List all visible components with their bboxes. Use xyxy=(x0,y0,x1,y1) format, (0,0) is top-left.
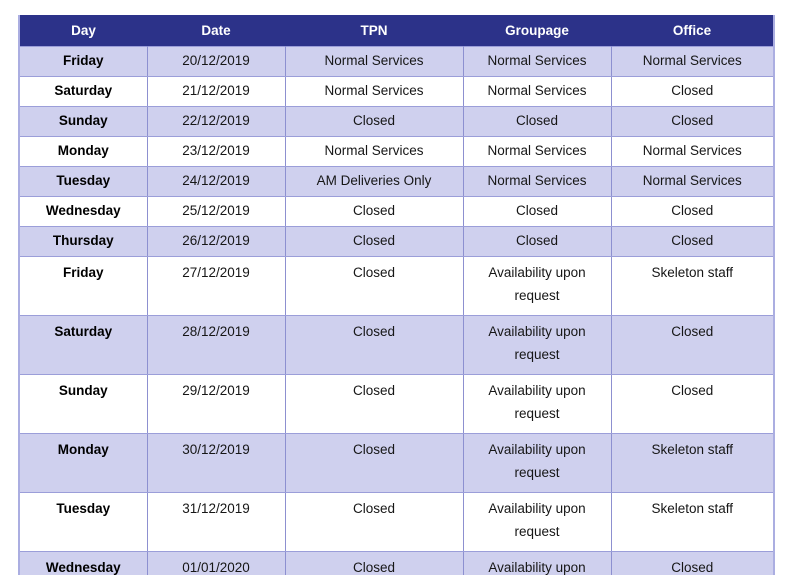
table-row: Thursday 26/12/2019 Closed Closed Closed xyxy=(19,226,774,257)
cell-date: 26/12/2019 xyxy=(146,226,286,257)
cell-date: 28/12/2019 xyxy=(146,315,286,375)
cell-groupage: Availability upon request xyxy=(462,551,612,575)
table-row: Friday 20/12/2019 Normal Services Normal Se… xyxy=(19,46,774,77)
cell-tpn: Closed xyxy=(284,433,464,493)
table-row: Wednesday 01/01/2020 Closed Availability up… xyxy=(19,551,774,575)
column-header-day: Day xyxy=(19,15,147,47)
cell-date: 22/12/2019 xyxy=(146,106,286,137)
cell-day: Saturday xyxy=(19,315,148,375)
cell-date: 23/12/2019 xyxy=(146,136,286,167)
cell-tpn: Normal Services xyxy=(284,46,464,77)
cell-date: 29/12/2019 xyxy=(146,374,286,434)
cell-groupage: Normal Services xyxy=(462,166,612,197)
cell-groupage: Closed xyxy=(462,106,612,137)
cell-day: Thursday xyxy=(19,226,148,257)
cell-tpn: Normal Services xyxy=(284,136,464,167)
cell-tpn: Normal Services xyxy=(284,76,464,107)
cell-tpn: Closed xyxy=(284,551,464,575)
cell-day: Sunday xyxy=(19,374,148,434)
cell-date: 24/12/2019 xyxy=(146,166,286,197)
cell-day: Friday xyxy=(19,256,148,316)
table-body: Friday 20/12/2019 Normal Services Normal Se… xyxy=(19,46,774,575)
cell-tpn: Closed xyxy=(284,196,464,227)
cell-office: Skeleton staff xyxy=(610,433,774,493)
table-header: Day Date TPN Groupage Office xyxy=(19,15,774,47)
cell-day: Saturday xyxy=(19,76,148,107)
cell-date: 30/12/2019 xyxy=(146,433,286,493)
cell-office: Closed xyxy=(610,226,774,257)
table-row: Friday 27/12/2019 Closed Availability upon … xyxy=(19,256,774,316)
cell-office: Normal Services xyxy=(610,46,774,77)
cell-office: Closed xyxy=(610,551,774,575)
cell-office: Closed xyxy=(610,374,774,434)
cell-day: Tuesday xyxy=(19,166,148,197)
cell-office: Closed xyxy=(610,106,774,137)
cell-groupage: Normal Services xyxy=(462,76,612,107)
header-row: Day Date TPN Groupage Office xyxy=(19,15,774,47)
cell-tpn: AM Deliveries Only xyxy=(284,166,464,197)
table-row: Saturday 21/12/2019 Normal Services Normal … xyxy=(19,76,774,107)
cell-tpn: Closed xyxy=(284,226,464,257)
cell-groupage: Availability upon request xyxy=(462,315,612,375)
cell-day: Sunday xyxy=(19,106,148,137)
cell-groupage: Closed xyxy=(462,226,612,257)
table-row: Wednesday 25/12/2019 Closed Closed Closed xyxy=(19,196,774,227)
cell-office: Normal Services xyxy=(610,166,774,197)
table-row: Monday 30/12/2019 Closed Availability upon … xyxy=(19,433,774,493)
cell-tpn: Closed xyxy=(284,492,464,552)
cell-office: Closed xyxy=(610,76,774,107)
cell-date: 25/12/2019 xyxy=(146,196,286,227)
holiday-schedule-table: Day Date TPN Groupage Office Friday 20/12… xyxy=(18,15,775,575)
cell-day: Tuesday xyxy=(19,492,148,552)
cell-day: Wednesday xyxy=(19,551,148,575)
table-row: Tuesday 31/12/2019 Closed Availability upon… xyxy=(19,492,774,552)
column-header-tpn: TPN xyxy=(285,15,463,47)
cell-office: Skeleton staff xyxy=(610,492,774,552)
table-row: Saturday 28/12/2019 Closed Availability upo… xyxy=(19,315,774,375)
table-row: Sunday 29/12/2019 Closed Availability upon … xyxy=(19,374,774,434)
cell-groupage: Availability upon request xyxy=(462,492,612,552)
cell-groupage: Closed xyxy=(462,196,612,227)
cell-groupage: Availability upon request xyxy=(462,433,612,493)
cell-day: Monday xyxy=(19,136,148,167)
cell-office: Skeleton staff xyxy=(610,256,774,316)
cell-tpn: Closed xyxy=(284,374,464,434)
cell-tpn: Closed xyxy=(284,315,464,375)
cell-date: 27/12/2019 xyxy=(146,256,286,316)
cell-office: Closed xyxy=(610,196,774,227)
cell-tpn: Closed xyxy=(284,106,464,137)
cell-office: Closed xyxy=(610,315,774,375)
cell-date: 01/01/2020 xyxy=(146,551,286,575)
cell-day: Friday xyxy=(19,46,148,77)
cell-groupage: Availability upon request xyxy=(462,256,612,316)
cell-tpn: Closed xyxy=(284,256,464,316)
cell-date: 21/12/2019 xyxy=(146,76,286,107)
table-row: Sunday 22/12/2019 Closed Closed Closed xyxy=(19,106,774,137)
cell-groupage: Normal Services xyxy=(462,46,612,77)
column-header-groupage: Groupage xyxy=(463,15,611,47)
column-header-date: Date xyxy=(147,15,285,47)
table-row: Tuesday 24/12/2019 AM Deliveries Only Norma… xyxy=(19,166,774,197)
cell-date: 31/12/2019 xyxy=(146,492,286,552)
cell-office: Normal Services xyxy=(610,136,774,167)
cell-groupage: Availability upon request xyxy=(462,374,612,434)
column-header-office: Office xyxy=(611,15,774,47)
table-row: Monday 23/12/2019 Normal Services Normal Se… xyxy=(19,136,774,167)
cell-day: Wednesday xyxy=(19,196,148,227)
cell-day: Monday xyxy=(19,433,148,493)
cell-date: 20/12/2019 xyxy=(146,46,286,77)
cell-groupage: Normal Services xyxy=(462,136,612,167)
